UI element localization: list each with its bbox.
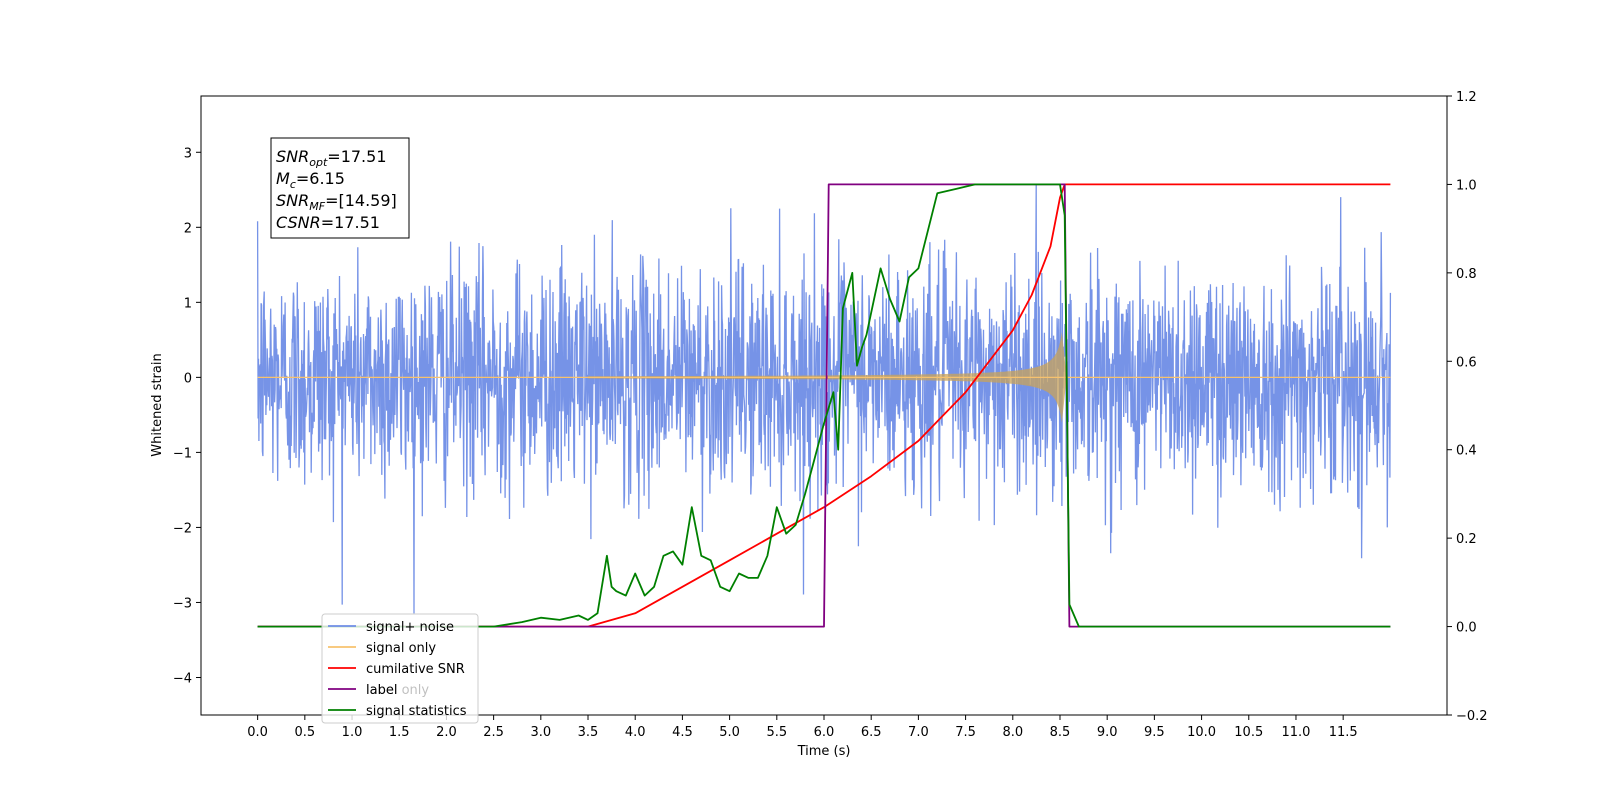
x-tick-label: 3.0 — [530, 725, 551, 740]
x-tick-label: 6.0 — [814, 725, 835, 740]
y2-tick-label: 0.0 — [1456, 621, 1477, 636]
y-tick-label: −3 — [173, 596, 192, 611]
y-tick-label: 0 — [184, 371, 192, 386]
series-signal-noise — [256, 184, 1392, 614]
x-tick-label: 6.5 — [861, 725, 882, 740]
legend-label: label — [366, 683, 397, 698]
stats-annotation-box: SNRopt=17.51Mc=6.15SNRMF=[14.59]CSNR=17.… — [270, 137, 410, 239]
x-tick-label: 7.5 — [955, 725, 976, 740]
x-tick-label: 5.0 — [719, 725, 740, 740]
y-tick-label: 1 — [184, 296, 192, 311]
y2-tick-label: 0.8 — [1456, 267, 1477, 282]
x-tick-label: 8.0 — [1002, 725, 1023, 740]
legend-frame — [321, 613, 479, 724]
x-tick-label: 7.0 — [908, 725, 929, 740]
y2-tick-label: 0.2 — [1456, 532, 1477, 547]
x-tick-label: 5.5 — [766, 725, 787, 740]
y2-tick-label: 0.4 — [1456, 444, 1477, 459]
x-tick-label: 8.5 — [1050, 725, 1071, 740]
annotation-line: SNRopt=17.51 — [276, 147, 387, 169]
x-tick-label: 2.0 — [436, 725, 457, 740]
legend-label: cumilative SNR — [366, 662, 465, 677]
y2-tick-label: 0.6 — [1456, 355, 1477, 370]
x-tick-label: 1.0 — [342, 725, 363, 740]
y-tick-label: −1 — [173, 446, 192, 461]
y-tick-label: −2 — [173, 521, 192, 536]
series-signal-statistics — [257, 183, 1391, 628]
y2-tick-label: −0.2 — [1456, 709, 1488, 724]
y2-tick-label: 1.2 — [1456, 90, 1477, 105]
legend-label: signal statistics — [366, 704, 467, 719]
x-tick-label: 4.0 — [625, 725, 646, 740]
annotation-line: SNRMF=[14.59] — [276, 191, 397, 213]
x-axis-label: Time (s) — [797, 744, 851, 759]
annotation-line: Mc=6.15 — [276, 169, 345, 191]
series-cumilative-snr — [257, 183, 1391, 628]
x-tick-label: 1.5 — [389, 725, 410, 740]
y2-tick-label: 1.0 — [1456, 178, 1477, 193]
x-tick-label: 10.0 — [1187, 725, 1216, 740]
legend-label-hidden: label only — [366, 683, 429, 698]
x-tick-label: 2.5 — [483, 725, 504, 740]
y-tick-label: 2 — [184, 221, 192, 236]
x-tick-label: 9.0 — [1097, 725, 1118, 740]
x-tick-label: 4.5 — [672, 725, 693, 740]
x-tick-label: 9.5 — [1144, 725, 1165, 740]
x-tick-label: 0.5 — [294, 725, 315, 740]
y-axis-label: Whitened strain — [150, 353, 165, 456]
y-tick-label: 3 — [184, 146, 192, 161]
x-tick-label: 11.0 — [1281, 725, 1310, 740]
legend: signal+ noise signal only cumilative SNR la… — [321, 613, 479, 724]
legend-label: signal only — [366, 641, 436, 656]
x-tick-label: 3.5 — [578, 725, 599, 740]
x-tick-label: 0.0 — [247, 725, 268, 740]
annotation-line: CSNR=17.51 — [276, 213, 380, 232]
x-tick-label: 11.5 — [1329, 725, 1358, 740]
plot-area — [256, 183, 1392, 628]
axis-ticks: 0.0 0.5 1.0 1.5 2.0 2.5 3.0 3.5 4.0 4.5 5.0 5.5 6.0 6… — [173, 90, 1488, 740]
legend-label: signal+ noise — [366, 620, 454, 635]
annotation-frame — [270, 137, 410, 239]
y-tick-label: −4 — [173, 671, 192, 686]
x-tick-label: 10.5 — [1234, 725, 1263, 740]
